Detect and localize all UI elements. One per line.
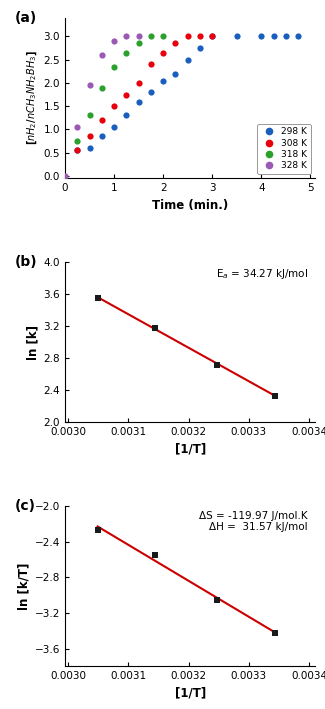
- Point: [75, 135, 80, 147]
- Point: [185, 54, 190, 65]
- Point: [153, 322, 158, 333]
- Point: [283, 30, 288, 42]
- Point: [87, 143, 92, 154]
- Point: [273, 627, 278, 639]
- X-axis label: [1/T]: [1/T]: [175, 687, 206, 700]
- Point: [99, 114, 104, 125]
- Point: [87, 79, 92, 91]
- Point: [87, 110, 92, 121]
- Point: [148, 59, 153, 70]
- Point: [95, 524, 100, 535]
- Text: (b): (b): [15, 255, 38, 269]
- Point: [95, 292, 100, 303]
- Point: [148, 30, 153, 42]
- Point: [124, 110, 129, 121]
- Point: [197, 43, 202, 54]
- X-axis label: [1/T]: [1/T]: [175, 443, 206, 456]
- Point: [124, 30, 129, 42]
- Point: [148, 86, 153, 98]
- Point: [273, 390, 278, 401]
- Point: [124, 47, 129, 58]
- Point: [295, 30, 301, 42]
- Point: [124, 89, 129, 100]
- Point: [75, 121, 80, 133]
- Point: [136, 30, 141, 42]
- Point: [214, 359, 220, 370]
- Y-axis label: ln [k]: ln [k]: [26, 325, 39, 359]
- Text: (c): (c): [15, 499, 36, 513]
- Text: ΔS = -119.97 J/mol.K
ΔH =  31.57 kJ/mol: ΔS = -119.97 J/mol.K ΔH = 31.57 kJ/mol: [199, 510, 308, 532]
- Point: [99, 130, 104, 142]
- Point: [210, 30, 215, 42]
- Point: [271, 30, 276, 42]
- Point: [197, 30, 202, 42]
- Point: [234, 30, 239, 42]
- Point: [75, 145, 80, 156]
- Point: [185, 30, 190, 42]
- Point: [161, 30, 166, 42]
- Point: [161, 47, 166, 58]
- X-axis label: Time (min.): Time (min.): [152, 199, 228, 212]
- Point: [99, 82, 104, 93]
- Point: [161, 75, 166, 86]
- Point: [153, 549, 158, 561]
- Point: [214, 594, 220, 605]
- Point: [136, 38, 141, 49]
- Point: [136, 77, 141, 89]
- Point: [62, 170, 68, 182]
- Point: [111, 101, 117, 112]
- Point: [173, 68, 178, 79]
- Y-axis label: ln [k/T]: ln [k/T]: [18, 562, 31, 610]
- Point: [259, 30, 264, 42]
- Point: [75, 145, 80, 156]
- Y-axis label: [$nH_2$/$nCH_3NH_2BH_3$]: [$nH_2$/$nCH_3NH_2BH_3$]: [26, 50, 39, 145]
- Point: [87, 130, 92, 142]
- Point: [210, 30, 215, 42]
- Point: [136, 96, 141, 107]
- Legend: 298 K, 308 K, 318 K, 328 K: 298 K, 308 K, 318 K, 328 K: [257, 124, 311, 174]
- Point: [99, 50, 104, 61]
- Point: [173, 38, 178, 49]
- Text: (a): (a): [15, 11, 37, 26]
- Point: [111, 121, 117, 133]
- Point: [111, 35, 117, 47]
- Point: [111, 61, 117, 72]
- Text: E$_a$ = 34.27 kJ/mol: E$_a$ = 34.27 kJ/mol: [216, 267, 308, 281]
